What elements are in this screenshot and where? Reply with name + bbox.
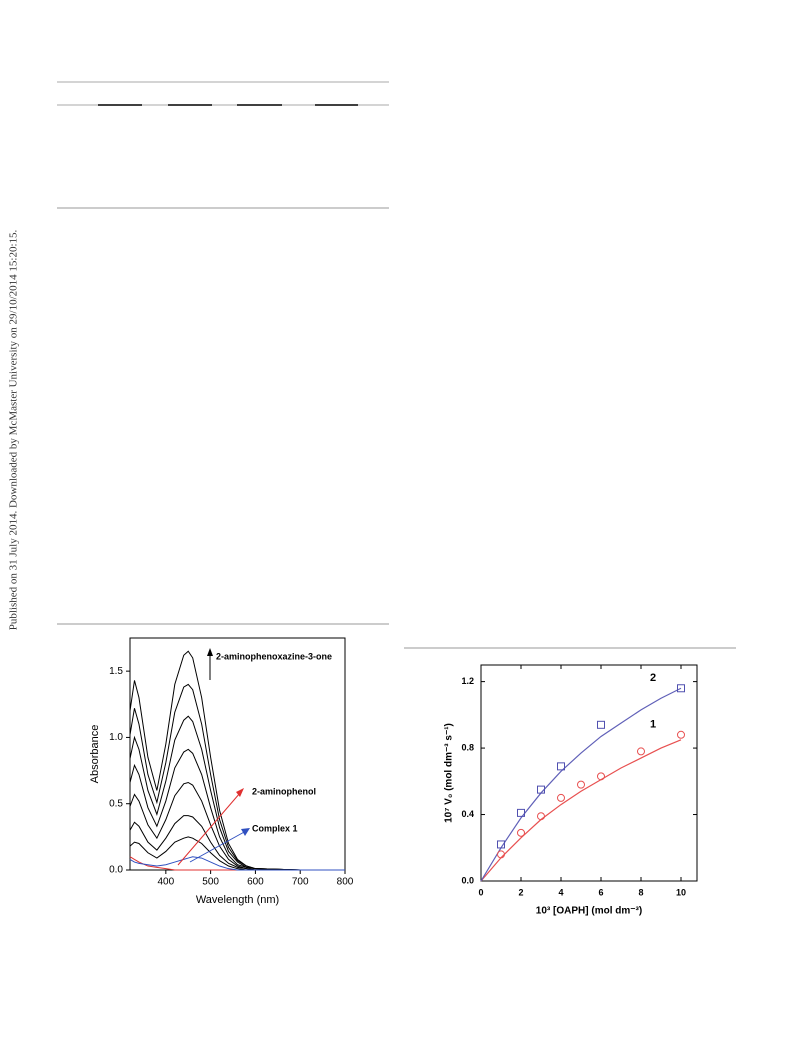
- fit-line: [480, 687, 682, 882]
- arrow-head: [207, 648, 213, 656]
- y-axis-label: 10⁷ V₀ (mol dm⁻³ s⁻¹): [444, 723, 455, 823]
- spectrum-line: [129, 856, 345, 871]
- x-tick-label: 6: [598, 887, 603, 897]
- x-tick-label: 10: [676, 887, 686, 897]
- x-tick-label: 2: [518, 887, 523, 897]
- arrow-head: [241, 828, 250, 836]
- y-tick-label: 0.5: [109, 798, 123, 809]
- point: [517, 808, 525, 817]
- point: [497, 840, 505, 849]
- y-tick-label: 0.0: [109, 865, 123, 876]
- spectrum-line: [129, 683, 345, 871]
- annotation: 2-aminophenoxazine-3-one: [216, 651, 332, 661]
- y-tick-label: 0.0: [461, 875, 474, 885]
- x-tick-label: 500: [202, 877, 219, 888]
- point: [597, 772, 605, 781]
- x-axis-label: Wavelength (nm): [196, 894, 279, 906]
- arrow: [177, 792, 241, 866]
- watermark: Published on 31 July 2014. Downloaded by…: [8, 229, 20, 630]
- x-tick-label: 700: [292, 877, 309, 888]
- y-axis-label: Absorbance: [89, 725, 101, 784]
- y-tick-label: 1.0: [109, 732, 123, 743]
- point: [537, 785, 545, 794]
- point: [597, 720, 605, 729]
- point: [557, 793, 565, 802]
- x-tick-label: 0: [478, 887, 483, 897]
- x-tick-label: 600: [247, 877, 264, 888]
- x-axis-label: 10³ [OAPH] (mol dm⁻³): [536, 906, 642, 917]
- spectrum-line: [129, 815, 345, 871]
- point: [577, 780, 585, 789]
- plot-frame: [480, 664, 698, 882]
- series-label: 1: [650, 719, 656, 731]
- y-tick-label: 1.2: [461, 676, 474, 686]
- annotation: Complex 1: [252, 823, 298, 833]
- fit-line: [480, 739, 682, 882]
- point: [637, 747, 645, 756]
- y-tick-label: 0.4: [461, 809, 474, 819]
- y-tick-label: 1.5: [109, 666, 123, 677]
- point: [677, 684, 685, 693]
- spectrum-line: [129, 748, 345, 871]
- arrow: [189, 830, 247, 863]
- series-label: 2: [650, 672, 656, 684]
- x-tick-label: 8: [638, 887, 643, 897]
- x-tick-label: 4: [558, 887, 563, 897]
- y-tick-label: 0.8: [461, 742, 474, 752]
- spectrum-line: [129, 650, 345, 871]
- x-tick-label: 400: [157, 877, 174, 888]
- point: [537, 812, 545, 821]
- point: [517, 828, 525, 837]
- annotation: 2-aminophenol: [252, 786, 316, 796]
- arrow-head: [236, 788, 244, 797]
- point: [677, 730, 685, 739]
- point: [497, 850, 505, 859]
- point: [557, 762, 565, 771]
- x-tick-label: 800: [337, 877, 354, 888]
